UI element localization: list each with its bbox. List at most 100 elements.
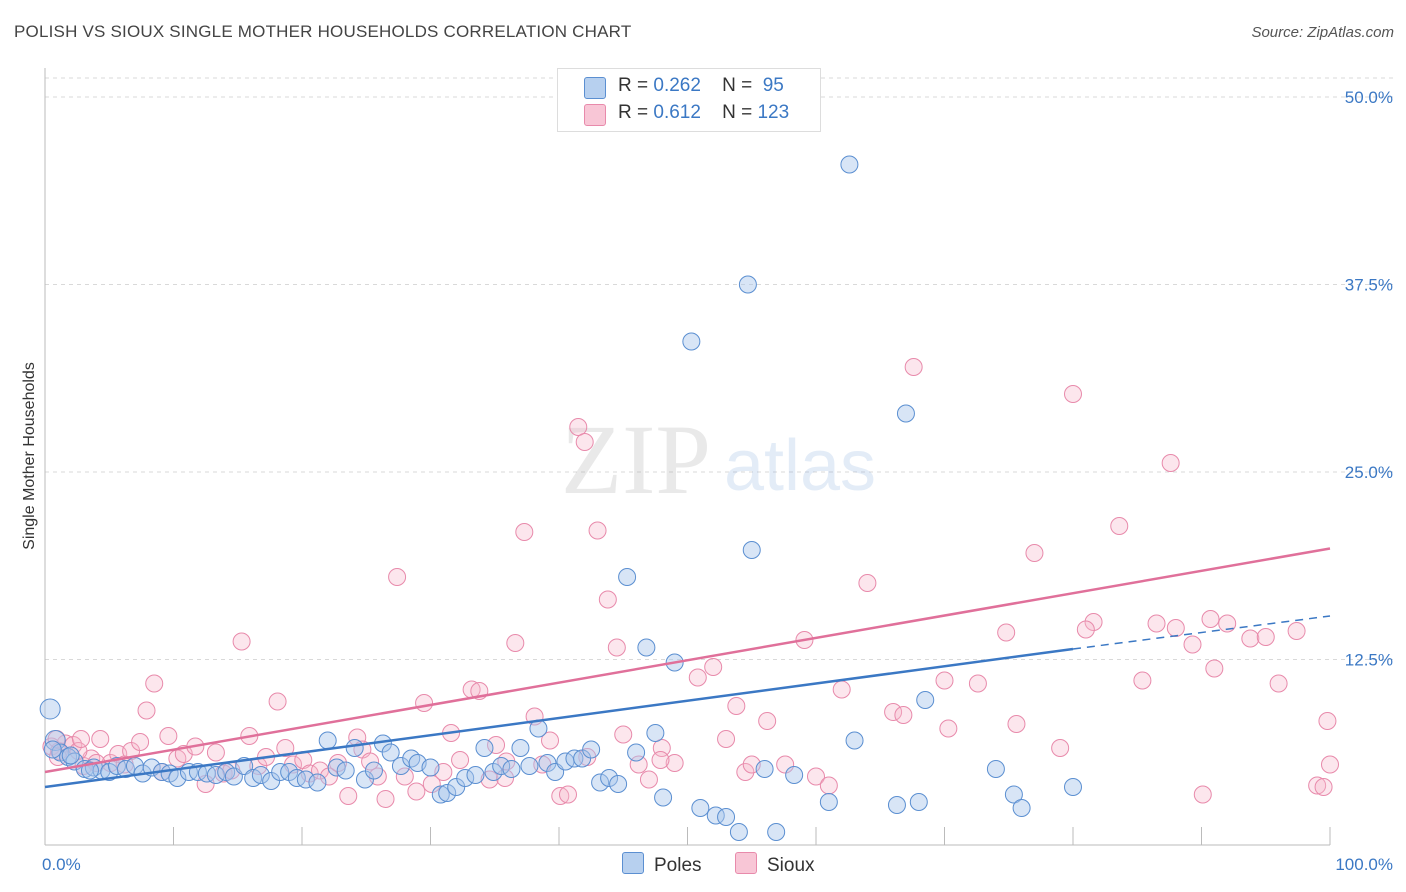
- sioux-point: [1166, 619, 1185, 637]
- poles-point: [916, 691, 935, 709]
- sioux-r-value: 0.612: [653, 102, 701, 123]
- sioux-point: [607, 638, 626, 657]
- poles-point: [637, 638, 656, 657]
- poles-point: [840, 155, 859, 174]
- y-tick-label: 25.0%: [1345, 463, 1393, 482]
- poles-point: [600, 769, 619, 787]
- sioux-point: [276, 739, 295, 757]
- sioux-point: [629, 755, 648, 774]
- poles-point: [336, 761, 355, 780]
- poles-point: [738, 275, 757, 294]
- r-label: R =: [618, 102, 649, 123]
- bottom-legend-poles: Poles: [622, 852, 702, 877]
- sioux-n-value: 123: [757, 102, 790, 123]
- poles-trend-extension: [1072, 615, 1331, 650]
- sioux-point: [736, 763, 755, 781]
- sioux-point: [451, 751, 470, 769]
- sioux-point: [894, 706, 913, 724]
- poles-point: [785, 766, 804, 784]
- poles-point: [402, 749, 421, 768]
- sioux-point: [758, 712, 777, 730]
- poles-point: [819, 793, 838, 811]
- poles-point: [1004, 785, 1023, 804]
- sioux-point: [91, 730, 110, 748]
- sioux-point: [388, 568, 407, 586]
- poles-point: [456, 769, 475, 787]
- y-tick-label: 50.0%: [1345, 88, 1393, 107]
- sioux-point: [506, 634, 525, 652]
- poles-point: [591, 773, 610, 792]
- sioux-point: [232, 632, 251, 651]
- poles-point: [492, 757, 511, 775]
- sioux-swatch: [584, 104, 606, 126]
- sioux-point: [1269, 674, 1288, 693]
- poles-point: [729, 823, 748, 841]
- sioux-point: [1133, 671, 1152, 690]
- poles-point: [355, 770, 374, 789]
- sioux-point: [407, 782, 426, 801]
- poles-point: [345, 739, 364, 757]
- sioux-point: [598, 590, 617, 609]
- sioux-point: [832, 680, 851, 699]
- poles-point: [381, 743, 400, 762]
- poles-point: [296, 770, 315, 789]
- poles-point: [438, 784, 457, 802]
- sioux-point: [487, 736, 506, 754]
- bottom-legend-sioux: Sioux: [735, 852, 815, 877]
- poles-point: [39, 698, 61, 720]
- poles-point: [573, 749, 592, 768]
- poles-point: [251, 766, 270, 784]
- poles-point: [755, 760, 774, 778]
- sioux-point: [575, 433, 594, 451]
- sioux-point: [541, 731, 560, 750]
- sioux-point: [558, 785, 577, 804]
- sioux-point: [614, 725, 633, 744]
- poles-point: [646, 724, 665, 742]
- sioux-point: [1321, 755, 1339, 774]
- poles-point: [80, 761, 99, 780]
- sioux-point: [588, 521, 607, 540]
- sioux-point: [376, 790, 395, 808]
- poles-point: [520, 757, 539, 775]
- sioux-point: [884, 703, 903, 721]
- sioux-point: [727, 697, 746, 715]
- sioux-point: [1287, 622, 1306, 640]
- y-tick-label: 12.5%: [1345, 651, 1393, 670]
- sioux-point: [1110, 517, 1129, 535]
- sioux-point: [858, 574, 877, 592]
- sioux-point: [807, 767, 825, 786]
- axes: [44, 68, 1331, 846]
- watermark-atlas: atlas: [724, 426, 876, 506]
- poles-point: [887, 796, 906, 814]
- sioux-point: [904, 358, 923, 376]
- sioux-swatch: [735, 852, 757, 874]
- sioux-point: [551, 787, 570, 805]
- sioux-point: [71, 730, 90, 748]
- sioux-point: [1314, 778, 1333, 796]
- poles-point: [896, 404, 915, 423]
- r-label: R =: [618, 75, 649, 96]
- sioux-point: [1147, 614, 1166, 633]
- poles-point: [538, 754, 557, 772]
- poles-swatch: [622, 852, 644, 874]
- poles-point: [1064, 778, 1082, 796]
- poles-point: [627, 743, 646, 762]
- poles-point: [43, 740, 62, 759]
- poles-point: [287, 769, 306, 787]
- poles-point: [1012, 799, 1031, 817]
- sioux-point: [1064, 385, 1082, 403]
- y-tick-label: 37.5%: [1345, 276, 1393, 295]
- poles-point: [909, 793, 928, 811]
- poles-point: [318, 731, 337, 750]
- sioux-point: [997, 623, 1016, 642]
- sioux-point: [688, 668, 707, 687]
- poles-point: [475, 739, 494, 757]
- sioux-point: [1308, 776, 1327, 795]
- poles-point: [845, 731, 864, 750]
- poles-trend-line: [44, 647, 1074, 789]
- sioux-point: [268, 692, 287, 711]
- sioux-point: [1051, 739, 1070, 757]
- sioux-point: [569, 418, 588, 436]
- poles-point: [767, 823, 786, 841]
- poles-point: [742, 541, 761, 559]
